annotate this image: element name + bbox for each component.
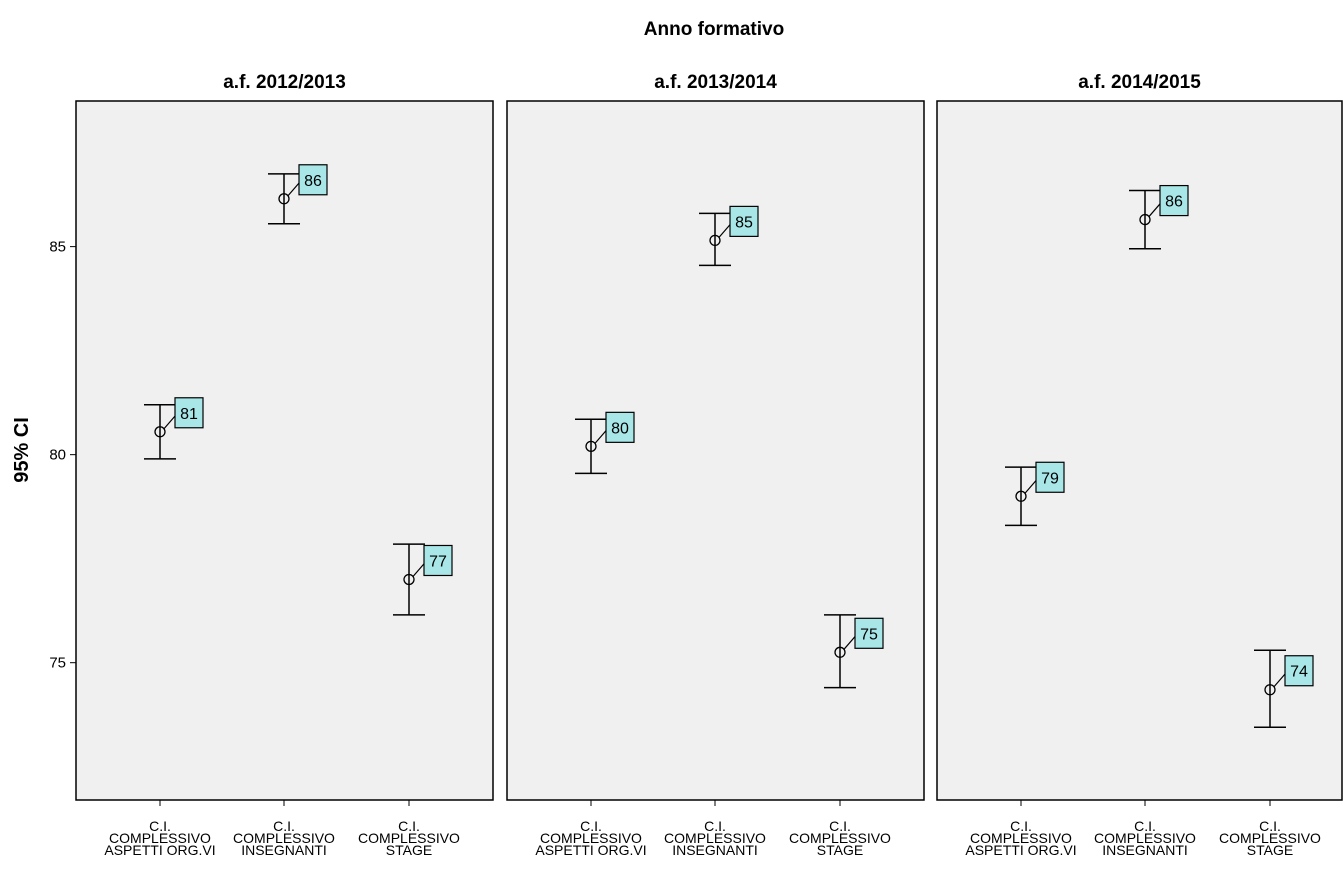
category-label: C.I. xyxy=(398,818,420,834)
category-label: ASPETTI ORG.VI xyxy=(965,842,1076,858)
mean-marker xyxy=(403,573,415,586)
category-label: C.I. xyxy=(704,818,726,834)
data-label-box xyxy=(298,164,328,196)
data-label: 74 xyxy=(1290,664,1308,681)
mean-marker xyxy=(834,646,846,658)
category-label: COMPLESSIVO xyxy=(358,830,460,846)
category-label: COMPLESSIVO xyxy=(540,830,642,846)
category-label: C.I. xyxy=(1259,818,1281,834)
category-label: ASPETTI ORG.VI xyxy=(104,842,215,858)
category-label: C.I. xyxy=(829,818,851,834)
data-label: 85 xyxy=(735,214,753,231)
category-label: COMPLESSIVO xyxy=(109,830,211,846)
data-label: 86 xyxy=(1165,194,1183,211)
chart-title: Anno formativo xyxy=(644,19,784,40)
data-label: 79 xyxy=(1041,470,1059,487)
mean-marker xyxy=(1139,213,1151,226)
data-label-box xyxy=(423,544,453,577)
category-label: C.I. xyxy=(1010,818,1032,834)
mean-marker xyxy=(1015,490,1027,502)
category-label: ASPETTI ORG.VI xyxy=(535,842,646,858)
mean-marker xyxy=(585,440,597,452)
data-label-box xyxy=(605,411,635,443)
category-label: COMPLESSIVO xyxy=(233,830,335,846)
category-label: COMPLESSIVO xyxy=(1219,830,1321,846)
category-label: INSEGNANTI xyxy=(1102,842,1188,858)
category-label: C.I. xyxy=(580,818,602,834)
category-label: STAGE xyxy=(817,842,863,858)
data-label: 81 xyxy=(180,406,198,423)
category-label: COMPLESSIVO xyxy=(1094,830,1196,846)
data-label: 75 xyxy=(860,626,878,643)
data-label: 86 xyxy=(304,173,322,190)
y-tick-label: 80 xyxy=(49,447,66,464)
data-label-box xyxy=(854,617,884,649)
category-label: C.I. xyxy=(1134,818,1156,834)
category-label: STAGE xyxy=(386,842,432,858)
data-label-box xyxy=(1035,461,1065,493)
category-label: INSEGNANTI xyxy=(672,842,758,858)
data-label-box xyxy=(1284,655,1314,687)
category-label: COMPLESSIVO xyxy=(789,830,891,846)
y-tick-label: 75 xyxy=(49,655,66,672)
category-label: STAGE xyxy=(1247,842,1293,858)
data-label-box xyxy=(174,397,204,429)
data-label: 80 xyxy=(611,420,629,437)
mean-marker xyxy=(709,234,721,247)
category-label: COMPLESSIVO xyxy=(970,830,1072,846)
data-label-box xyxy=(729,205,759,237)
facet-title: a.f. 2013/2014 xyxy=(654,72,777,93)
mean-marker xyxy=(154,426,166,438)
category-label: COMPLESSIVO xyxy=(664,830,766,846)
category-label: C.I. xyxy=(273,818,295,834)
panel-frame xyxy=(506,100,925,801)
panel-frame xyxy=(936,100,1343,801)
y-axis-label: 95% CI xyxy=(11,417,33,483)
category-label: INSEGNANTI xyxy=(241,842,327,858)
category-label: C.I. xyxy=(149,818,171,834)
facet-title: a.f. 2014/2015 xyxy=(1078,72,1201,93)
data-label: 77 xyxy=(429,553,447,570)
facet-title: a.f. 2012/2013 xyxy=(223,72,346,93)
y-tick-label: 85 xyxy=(49,239,66,256)
mean-marker xyxy=(278,193,290,205)
mean-marker xyxy=(1264,684,1276,696)
data-label-box xyxy=(1159,184,1189,217)
